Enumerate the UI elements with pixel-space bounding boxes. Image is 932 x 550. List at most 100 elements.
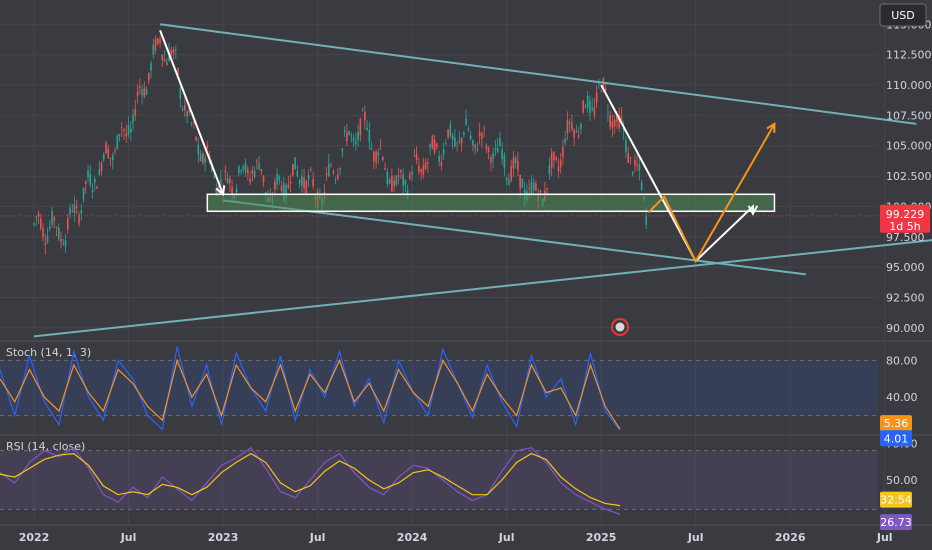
candle-body xyxy=(98,169,101,175)
candle-body xyxy=(512,157,515,169)
candle-body xyxy=(429,143,431,148)
candle-body xyxy=(438,155,440,162)
candle-body xyxy=(343,130,346,133)
candle-body xyxy=(503,154,506,168)
time-axis-label: 2023 xyxy=(208,531,239,544)
candle-body xyxy=(177,68,179,75)
indicator-value-badge xyxy=(880,430,912,447)
price-axis-tick: 107.500 xyxy=(886,109,932,122)
candle-body xyxy=(586,96,589,108)
candle-body xyxy=(258,163,260,170)
trendline-long-term-support[interactable] xyxy=(33,237,932,338)
candle-body xyxy=(283,183,285,200)
candle-body xyxy=(568,122,571,125)
indicator-axis-tick: 40.00 xyxy=(886,391,918,404)
candle-body xyxy=(247,169,249,174)
candle-body xyxy=(186,111,188,117)
time-axis-label: Jul xyxy=(309,531,326,544)
candle-body xyxy=(402,174,404,186)
price-badge-countdown: 1d 5h xyxy=(889,220,920,233)
candle-body xyxy=(262,175,265,183)
candle-body xyxy=(357,131,359,140)
projection-path[interactable] xyxy=(600,84,754,263)
candle-body xyxy=(577,135,580,137)
currency-button[interactable] xyxy=(879,3,927,27)
time-axis-label: 2022 xyxy=(19,531,50,544)
candle-body xyxy=(436,143,438,147)
candle-body xyxy=(301,176,303,186)
candle-body xyxy=(334,179,337,181)
indicator-value-badge xyxy=(880,514,912,531)
candle-body xyxy=(310,169,312,171)
candle-body xyxy=(411,171,413,175)
candle-body xyxy=(276,173,278,185)
candle-body xyxy=(634,159,636,166)
candle-body xyxy=(39,218,42,229)
candle-body xyxy=(458,140,461,142)
candle-body xyxy=(161,54,164,60)
candle-body xyxy=(285,185,287,198)
candle-body xyxy=(206,145,209,150)
indicator-value-badge xyxy=(880,415,912,432)
projection-path[interactable] xyxy=(159,29,225,195)
candle-body xyxy=(341,148,344,152)
candle-body xyxy=(73,204,76,213)
trendline-lower-channel[interactable] xyxy=(222,199,807,276)
price-axis-tick: 90.000 xyxy=(886,322,925,335)
candle-body xyxy=(125,133,128,137)
candle-body xyxy=(296,170,299,177)
arrow-head xyxy=(747,205,759,216)
candle-body xyxy=(80,210,83,214)
candle-body xyxy=(377,152,380,156)
candle-body xyxy=(224,170,227,173)
candle-body xyxy=(454,137,456,147)
candle-body xyxy=(575,130,578,133)
candle-body xyxy=(393,180,395,186)
candle-body xyxy=(508,179,510,186)
candle-body xyxy=(249,178,251,183)
projection-path[interactable] xyxy=(647,123,776,264)
candle-body xyxy=(382,157,384,160)
candle-body xyxy=(132,114,134,123)
price-axis-tick: 112.500 xyxy=(886,49,932,62)
candle-body xyxy=(483,128,485,130)
candle-body xyxy=(251,170,254,174)
candle-body xyxy=(204,157,206,163)
candle-body xyxy=(91,189,94,193)
candle-body xyxy=(348,130,350,135)
candle-body xyxy=(229,178,231,183)
candle-body xyxy=(35,216,38,218)
candle-body xyxy=(355,140,357,144)
candle-body xyxy=(256,160,258,163)
candle-body xyxy=(440,161,443,166)
support-zone-rectangle[interactable] xyxy=(206,193,776,213)
candle-body xyxy=(197,144,200,154)
time-axis-label: Jul xyxy=(687,531,704,544)
candle-body xyxy=(44,242,47,246)
candle-body xyxy=(328,163,330,177)
candle-body xyxy=(53,217,56,221)
candle-body xyxy=(211,165,213,171)
candle-body xyxy=(456,142,458,144)
candle-body xyxy=(116,135,119,149)
candle-body xyxy=(287,184,290,189)
candle-body xyxy=(496,147,499,153)
candle-body xyxy=(332,171,335,174)
candle-body xyxy=(305,181,308,193)
trendline-upper-channel[interactable] xyxy=(159,23,917,125)
candle-body xyxy=(474,144,476,149)
candle-body xyxy=(60,238,62,243)
us-flag-event-icon-inner xyxy=(615,322,625,332)
candle-body xyxy=(406,190,409,197)
indicator-band xyxy=(0,360,878,416)
candle-body xyxy=(231,186,233,195)
candle-body xyxy=(595,92,598,103)
indicator-title: RSI (14, close) xyxy=(6,440,85,453)
candle-body xyxy=(289,181,292,184)
candle-body xyxy=(427,162,429,164)
candle-body xyxy=(141,89,143,96)
candle-body xyxy=(364,112,366,121)
indicator-title: Stoch (14, 1, 3) xyxy=(6,346,91,359)
candle-body xyxy=(550,152,553,168)
